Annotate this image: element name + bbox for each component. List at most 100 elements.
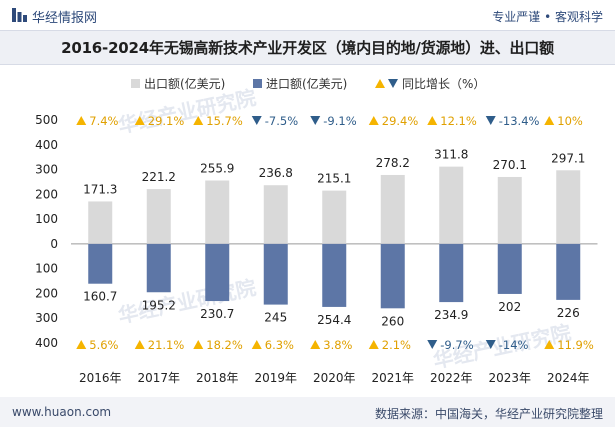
legend-label-growth: 同比增长（%） <box>402 77 485 91</box>
legend-down-marker <box>388 79 398 88</box>
x-axis: 2016年 2017年 2018年 2019年 2020年 2021年 2022年 2023年… <box>79 371 590 385</box>
import-value-label: 234.9 <box>434 308 468 322</box>
import-bar <box>263 243 288 305</box>
data-source: 数据来源：中国海关，华经产业研究院整理 <box>374 407 603 421</box>
import-growth-label: -14% <box>499 338 529 352</box>
legend-label-import: 进口额(亿美元) <box>266 76 347 91</box>
import-bar <box>146 243 171 293</box>
website-link[interactable]: www.huaon.com <box>12 405 112 419</box>
export-growth-label: 7.4% <box>89 114 118 128</box>
export-bar <box>88 201 113 244</box>
export-bar <box>556 170 581 244</box>
export-growth-up-icon <box>76 116 87 125</box>
y-tick-label: 400 <box>35 336 58 350</box>
export-growth-label: -9.1% <box>323 114 356 128</box>
footer: www.huaon.com 数据来源：中国海关，华经产业研究院整理 <box>0 397 615 427</box>
export-value-label: 215.1 <box>317 172 351 186</box>
export-bar <box>497 176 522 244</box>
import-growth-label: 5.6% <box>89 338 118 352</box>
chart: 华经产业研究院 华经产业研究院 华经产业研究院 出口额(亿美元) 进口额(亿美元… <box>35 76 598 385</box>
x-tick-label: 2017年 <box>137 371 180 385</box>
import-bar <box>88 243 113 284</box>
x-tick-label: 2024年 <box>547 371 590 385</box>
export-growth-label: 12.1% <box>440 114 477 128</box>
y-tick-label: 300 <box>35 163 58 177</box>
y-tick-label: 100 <box>35 262 58 276</box>
x-tick-label: 2018年 <box>196 371 239 385</box>
import-growth-label: 11.9% <box>557 338 594 352</box>
title-bar: 2016-2024年无锡高新技术产业开发区（境内目的地/货源地）进、出口额 <box>0 30 615 65</box>
import-growth-label: 18.2% <box>206 338 243 352</box>
import-bar <box>205 243 230 302</box>
import-growth-label: 6.3% <box>265 338 294 352</box>
export-growth-label: 29.4% <box>382 114 419 128</box>
import-growth-label: -9.7% <box>440 338 473 352</box>
export-growth-label: -13.4% <box>499 114 540 128</box>
logo-icon <box>12 8 27 22</box>
y-tick-label: 500 <box>35 113 58 127</box>
export-growth-up-icon <box>368 116 379 125</box>
export-bar <box>205 180 230 244</box>
import-growth-up-icon <box>193 340 204 349</box>
export-growth-up-icon <box>193 116 204 125</box>
top-bar: 华经情报网 专业严谨 • 客观科学 <box>0 0 615 30</box>
legend-swatch-import <box>253 79 262 88</box>
watermark-text: 华经产业研究院 <box>116 85 258 138</box>
import-growth-down-icon <box>427 340 438 349</box>
x-tick-label: 2019年 <box>254 371 297 385</box>
export-growth-down-icon <box>485 116 496 125</box>
export-value-label: 270.1 <box>493 158 527 172</box>
x-tick-label: 2021年 <box>371 371 414 385</box>
export-value-label: 297.1 <box>551 151 585 165</box>
legend: 出口额(亿美元) 进口额(亿美元) 同比增长（%） <box>131 76 485 91</box>
data-labels: 171.3 160.7 221.2 195.2 255.9 230.7 236.8 245 21… <box>83 148 585 329</box>
export-growth-label: -7.5% <box>265 114 298 128</box>
import-bar <box>322 243 347 307</box>
import-growth-up-icon <box>251 340 262 349</box>
y-tick-label: 400 <box>35 138 58 152</box>
import-growth-down-icon <box>485 340 496 349</box>
export-growth-label: 29.1% <box>148 114 185 128</box>
import-bar <box>556 243 581 300</box>
y-axis: 500 400 300 200 100 0 100 200 300 400 <box>35 113 58 350</box>
export-value-label: 236.8 <box>259 166 293 180</box>
x-tick-label: 2020年 <box>313 371 356 385</box>
export-growth-down-icon <box>310 116 321 125</box>
export-bar <box>146 189 171 244</box>
import-value-label: 254.4 <box>317 313 351 327</box>
import-value-label: 226 <box>557 306 580 320</box>
export-growth-label: 10% <box>557 114 583 128</box>
export-value-label: 221.2 <box>142 170 176 184</box>
tagline: 专业严谨 • 客观科学 <box>492 10 603 24</box>
x-tick-label: 2016年 <box>79 371 122 385</box>
legend-label-export: 出口额(亿美元) <box>144 76 225 91</box>
y-tick-label: 200 <box>35 187 58 201</box>
y-tick-label: 300 <box>35 311 58 325</box>
import-bar <box>439 243 464 303</box>
export-value-label: 255.9 <box>200 161 234 175</box>
export-bar <box>322 190 347 244</box>
bars <box>88 166 581 309</box>
import-growth-up-icon <box>544 340 555 349</box>
import-growth-up-icon <box>310 340 321 349</box>
legend-swatch-export <box>131 79 140 88</box>
chart-title: 2016-2024年无锡高新技术产业开发区（境内目的地/货源地）进、出口额 <box>61 39 554 57</box>
import-value-label: 245 <box>264 311 287 325</box>
export-value-label: 171.3 <box>83 182 117 196</box>
brand-name: 华经情报网 <box>32 11 98 26</box>
legend-up-marker <box>375 79 385 88</box>
import-value-label: 160.7 <box>83 290 117 304</box>
export-growth-up-icon <box>134 116 145 125</box>
import-value-label: 230.7 <box>200 307 234 321</box>
export-growth-up-icon <box>544 116 555 125</box>
import-bar <box>380 243 405 309</box>
export-bar <box>380 174 405 244</box>
y-tick-label: 0 <box>50 237 58 251</box>
import-value-label: 260 <box>381 314 404 328</box>
export-growth-up-icon <box>427 116 438 125</box>
export-growth-label: 15.7% <box>206 114 243 128</box>
import-growth-label: 3.8% <box>323 338 352 352</box>
y-tick-label: 100 <box>35 212 58 226</box>
import-growth-up-icon <box>368 340 379 349</box>
